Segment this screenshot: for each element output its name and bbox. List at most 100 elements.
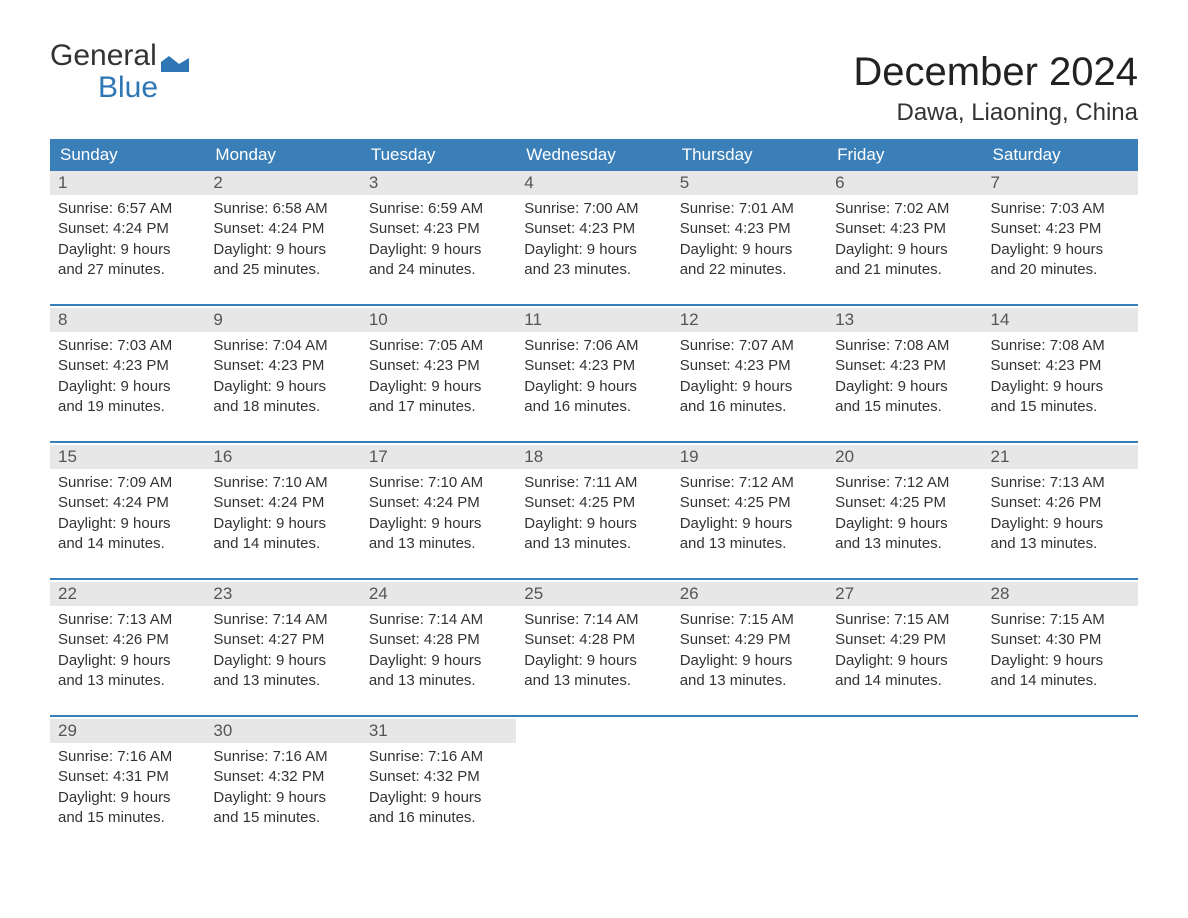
daylight-line: Daylight: 9 hours and 13 minutes.: [524, 514, 663, 555]
day-number: 26: [672, 582, 827, 606]
calendar-cell: 14Sunrise: 7:08 AMSunset: 4:23 PMDayligh…: [983, 308, 1138, 442]
title-block: December 2024 Dawa, Liaoning, China: [853, 40, 1138, 139]
sunrise-line: Sunrise: 7:05 AM: [369, 336, 508, 356]
sunrise-line: Sunrise: 7:10 AM: [213, 473, 352, 493]
day-number: 21: [983, 445, 1138, 469]
calendar-cell: [983, 719, 1138, 853]
day-body: Sunrise: 7:13 AMSunset: 4:26 PMDaylight:…: [983, 469, 1138, 564]
daylight-line: Daylight: 9 hours and 19 minutes.: [58, 377, 197, 418]
calendar-cell: 20Sunrise: 7:12 AMSunset: 4:25 PMDayligh…: [827, 445, 982, 579]
sunset-line: Sunset: 4:23 PM: [58, 356, 197, 376]
day-number: 2: [205, 171, 360, 195]
sunset-line: Sunset: 4:25 PM: [835, 493, 974, 513]
day-number: 5: [672, 171, 827, 195]
day-number: 3: [361, 171, 516, 195]
sunset-line: Sunset: 4:23 PM: [835, 219, 974, 239]
sunset-line: Sunset: 4:29 PM: [680, 630, 819, 650]
day-body: Sunrise: 7:14 AMSunset: 4:27 PMDaylight:…: [205, 606, 360, 701]
sunrise-line: Sunrise: 7:11 AM: [524, 473, 663, 493]
daylight-line: Daylight: 9 hours and 27 minutes.: [58, 240, 197, 281]
day-body: Sunrise: 7:09 AMSunset: 4:24 PMDaylight:…: [50, 469, 205, 564]
flag-icon: [161, 52, 189, 72]
sunset-line: Sunset: 4:32 PM: [369, 767, 508, 787]
sunrise-line: Sunrise: 7:16 AM: [58, 747, 197, 767]
day-body: Sunrise: 7:15 AMSunset: 4:29 PMDaylight:…: [672, 606, 827, 701]
day-number: 15: [50, 445, 205, 469]
calendar-cell: 31Sunrise: 7:16 AMSunset: 4:32 PMDayligh…: [361, 719, 516, 853]
day-number: 23: [205, 582, 360, 606]
sunrise-line: Sunrise: 7:14 AM: [524, 610, 663, 630]
day-number: 6: [827, 171, 982, 195]
day-body: Sunrise: 6:59 AMSunset: 4:23 PMDaylight:…: [361, 195, 516, 290]
sunrise-line: Sunrise: 7:12 AM: [680, 473, 819, 493]
day-body: Sunrise: 7:08 AMSunset: 4:23 PMDaylight:…: [983, 332, 1138, 427]
daylight-line: Daylight: 9 hours and 24 minutes.: [369, 240, 508, 281]
day-body: Sunrise: 7:04 AMSunset: 4:23 PMDaylight:…: [205, 332, 360, 427]
brand-word-2: Blue: [98, 72, 189, 104]
calendar-cell: 21Sunrise: 7:13 AMSunset: 4:26 PMDayligh…: [983, 445, 1138, 579]
sunrise-line: Sunrise: 7:16 AM: [213, 747, 352, 767]
daylight-line: Daylight: 9 hours and 22 minutes.: [680, 240, 819, 281]
sunrise-line: Sunrise: 7:08 AM: [991, 336, 1130, 356]
sunrise-line: Sunrise: 7:07 AM: [680, 336, 819, 356]
calendar-cell: 3Sunrise: 6:59 AMSunset: 4:23 PMDaylight…: [361, 171, 516, 305]
day-body: Sunrise: 7:12 AMSunset: 4:25 PMDaylight:…: [672, 469, 827, 564]
calendar-cell: 24Sunrise: 7:14 AMSunset: 4:28 PMDayligh…: [361, 582, 516, 716]
calendar-cell: [516, 719, 671, 853]
day-number: 28: [983, 582, 1138, 606]
sunset-line: Sunset: 4:28 PM: [369, 630, 508, 650]
calendar-cell: 5Sunrise: 7:01 AMSunset: 4:23 PMDaylight…: [672, 171, 827, 305]
daylight-line: Daylight: 9 hours and 13 minutes.: [835, 514, 974, 555]
day-header: Wednesday: [516, 139, 671, 171]
daylight-line: Daylight: 9 hours and 13 minutes.: [58, 651, 197, 692]
day-number: 4: [516, 171, 671, 195]
daylight-line: Daylight: 9 hours and 13 minutes.: [991, 514, 1130, 555]
day-body: Sunrise: 7:03 AMSunset: 4:23 PMDaylight:…: [983, 195, 1138, 290]
daylight-line: Daylight: 9 hours and 14 minutes.: [213, 514, 352, 555]
sunset-line: Sunset: 4:23 PM: [369, 219, 508, 239]
day-number: 17: [361, 445, 516, 469]
calendar-cell: 17Sunrise: 7:10 AMSunset: 4:24 PMDayligh…: [361, 445, 516, 579]
sunrise-line: Sunrise: 7:15 AM: [680, 610, 819, 630]
daylight-line: Daylight: 9 hours and 15 minutes.: [58, 788, 197, 829]
day-body: Sunrise: 7:03 AMSunset: 4:23 PMDaylight:…: [50, 332, 205, 427]
brand-word-1: General: [50, 40, 157, 72]
calendar-cell: 27Sunrise: 7:15 AMSunset: 4:29 PMDayligh…: [827, 582, 982, 716]
daylight-line: Daylight: 9 hours and 20 minutes.: [991, 240, 1130, 281]
location: Dawa, Liaoning, China: [853, 99, 1138, 127]
sunset-line: Sunset: 4:23 PM: [213, 356, 352, 376]
sunrise-line: Sunrise: 7:02 AM: [835, 199, 974, 219]
day-number: 19: [672, 445, 827, 469]
calendar-cell: 25Sunrise: 7:14 AMSunset: 4:28 PMDayligh…: [516, 582, 671, 716]
sunrise-line: Sunrise: 7:15 AM: [835, 610, 974, 630]
calendar-cell: [672, 719, 827, 853]
sunset-line: Sunset: 4:23 PM: [991, 356, 1130, 376]
sunrise-line: Sunrise: 7:03 AM: [991, 199, 1130, 219]
day-number: 14: [983, 308, 1138, 332]
day-header: Saturday: [983, 139, 1138, 171]
sunset-line: Sunset: 4:23 PM: [835, 356, 974, 376]
day-body: Sunrise: 7:10 AMSunset: 4:24 PMDaylight:…: [205, 469, 360, 564]
day-body: Sunrise: 7:08 AMSunset: 4:23 PMDaylight:…: [827, 332, 982, 427]
day-number: 13: [827, 308, 982, 332]
day-body: Sunrise: 7:12 AMSunset: 4:25 PMDaylight:…: [827, 469, 982, 564]
calendar-cell: 10Sunrise: 7:05 AMSunset: 4:23 PMDayligh…: [361, 308, 516, 442]
sunset-line: Sunset: 4:30 PM: [991, 630, 1130, 650]
sunset-line: Sunset: 4:26 PM: [991, 493, 1130, 513]
calendar-cell: 19Sunrise: 7:12 AMSunset: 4:25 PMDayligh…: [672, 445, 827, 579]
day-number: 25: [516, 582, 671, 606]
day-body: Sunrise: 6:57 AMSunset: 4:24 PMDaylight:…: [50, 195, 205, 290]
sunset-line: Sunset: 4:24 PM: [58, 493, 197, 513]
sunset-line: Sunset: 4:32 PM: [213, 767, 352, 787]
day-number: 27: [827, 582, 982, 606]
calendar-week: 29Sunrise: 7:16 AMSunset: 4:31 PMDayligh…: [50, 719, 1138, 853]
sunset-line: Sunset: 4:23 PM: [524, 219, 663, 239]
calendar-week: 22Sunrise: 7:13 AMSunset: 4:26 PMDayligh…: [50, 582, 1138, 716]
day-body: Sunrise: 7:01 AMSunset: 4:23 PMDaylight:…: [672, 195, 827, 290]
calendar-cell: 1Sunrise: 6:57 AMSunset: 4:24 PMDaylight…: [50, 171, 205, 305]
day-body: Sunrise: 6:58 AMSunset: 4:24 PMDaylight:…: [205, 195, 360, 290]
day-number: 9: [205, 308, 360, 332]
calendar-cell: 12Sunrise: 7:07 AMSunset: 4:23 PMDayligh…: [672, 308, 827, 442]
calendar-cell: 2Sunrise: 6:58 AMSunset: 4:24 PMDaylight…: [205, 171, 360, 305]
sunrise-line: Sunrise: 7:14 AM: [213, 610, 352, 630]
